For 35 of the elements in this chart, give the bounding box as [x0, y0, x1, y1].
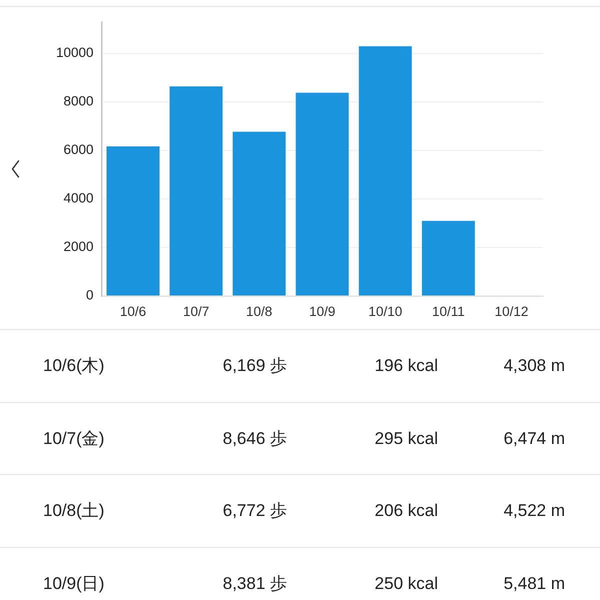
text: 8,646 歩 — [222, 428, 287, 448]
bar — [232, 132, 286, 296]
text: 8,381 歩 — [222, 574, 287, 594]
text: 206 kcal — [374, 501, 438, 521]
text: 295 kcal — [374, 428, 438, 448]
bar — [422, 220, 475, 296]
text: 196 kcal — [374, 356, 438, 376]
y-tick-label: 8000 — [63, 94, 94, 109]
text: 6,474 m — [504, 428, 565, 448]
text: 10/7(金) — [43, 428, 104, 448]
y-tick-label: 6000 — [63, 142, 94, 158]
bar — [296, 92, 349, 296]
x-tick-label: 10/10 — [368, 304, 402, 319]
text: 4,308 m — [504, 356, 565, 376]
text: 6,772 歩 — [222, 501, 287, 521]
x-tick-label: 10/8 — [246, 304, 272, 319]
y-tick-label: 0 — [86, 288, 94, 303]
text: 10/8(土) — [43, 501, 104, 521]
x-tick-label: 10/6 — [120, 304, 146, 319]
x-tick-label: 10/11 — [432, 304, 465, 319]
y-tick-label: 10000 — [56, 45, 94, 60]
x-tick-label: 10/7 — [182, 304, 210, 319]
bar — [170, 86, 223, 296]
text: 10/6(木) — [43, 356, 104, 376]
y-tick-label: 2000 — [63, 239, 94, 254]
x-tick-label: 10/9 — [309, 304, 336, 319]
bar — [358, 46, 412, 296]
bar — [106, 146, 160, 296]
text: 6,169 歩 — [222, 356, 287, 376]
text: 5,481 m — [504, 574, 565, 594]
x-tick-label: 10/12 — [494, 304, 528, 319]
text: 10/9(日) — [43, 574, 104, 594]
text: 4,522 m — [504, 501, 565, 521]
y-tick-label: 4000 — [63, 190, 94, 206]
text: 250 kcal — [374, 574, 438, 594]
